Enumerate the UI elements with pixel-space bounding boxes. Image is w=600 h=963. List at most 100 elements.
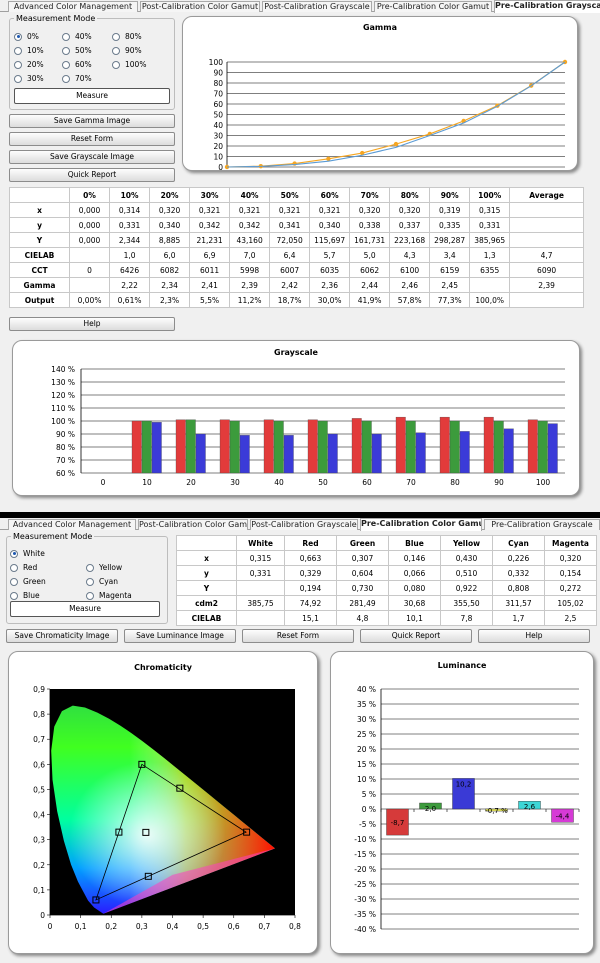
tab-pre-calibration-grayscale[interactable]: Pre-Calibration Grayscale (494, 0, 600, 13)
table-cell: 115,697 (309, 232, 351, 248)
table-cell: 4,8 (336, 610, 389, 626)
table-cell: 6,0 (149, 247, 191, 263)
x-tick-label: 30 (230, 478, 240, 487)
gamut-point-white (142, 828, 150, 836)
y-tick-label: 0,6 (33, 760, 45, 769)
radio-indicator[interactable] (112, 60, 120, 69)
x-tick-label: 70 (459, 171, 469, 172)
mode-radio-yellow[interactable]: Yellow (86, 563, 122, 572)
radio-indicator[interactable] (10, 591, 18, 600)
tab-post-calibration-grayscale[interactable]: Post-Calibration Grayscale (250, 519, 358, 530)
radio-indicator[interactable] (62, 46, 70, 55)
mode-radio-20[interactable]: 20% (14, 60, 44, 69)
radio-indicator[interactable] (14, 46, 22, 55)
mode-radio-green[interactable]: Green (10, 577, 46, 586)
mode-radio-100[interactable]: 100% (112, 60, 146, 69)
tab-bar-2: Advanced Color Management Post-Calibrati… (0, 518, 600, 531)
save-luminance-image-button[interactable]: Save Luminance Image (124, 629, 236, 643)
grayscale-chart: Grayscale 60 % 70 % 80 % 90 % 100 % 110 % 120 … (12, 340, 580, 496)
table-header-row: 0% 10% 20% 30% 40% 50% 60% 70% 80% 90% 100% Average (8, 187, 584, 203)
table-cell: 4,3 (389, 247, 431, 263)
radio-indicator[interactable] (86, 563, 94, 572)
cie-locus-white-overlay (51, 705, 276, 914)
table-cell: 2,22 (109, 277, 151, 293)
table-cell: 385,965 (469, 232, 511, 248)
y-tick-label: 110 % (51, 404, 75, 413)
table-cell: 0,342 (189, 217, 231, 233)
mode-radio-70[interactable]: 70% (62, 74, 92, 83)
radio-indicator[interactable] (14, 60, 22, 69)
column-header: Cyan (492, 535, 545, 551)
y-tick-label: 90 (213, 69, 223, 78)
table-row: y 0,331 0,329 0,604 0,066 0,510 0,332 0,154 (176, 565, 597, 581)
table-cell: 6426 (109, 262, 151, 278)
grayscale-bar (351, 418, 362, 474)
x-tick-label: 0,2 (105, 922, 117, 931)
y-tick-label: 10 (213, 153, 223, 162)
tab-pre-calibration-grayscale[interactable]: Pre-Calibration Grayscale (484, 519, 600, 530)
save-chromaticity-image-button[interactable]: Save Chromaticity Image (6, 629, 118, 643)
radio-indicator[interactable] (14, 32, 22, 41)
grayscale-bar (415, 432, 426, 474)
radio-indicator[interactable] (86, 591, 94, 600)
gamma-point (360, 150, 365, 156)
tab-pre-calibration-color-gamut[interactable]: Pre-Calibration Color Gamut (360, 518, 482, 531)
tab-advanced-color-management[interactable]: Advanced Color Management (8, 1, 138, 12)
radio-indicator[interactable] (14, 74, 22, 83)
table-cell: 5,7 (309, 247, 351, 263)
table-cell (509, 232, 584, 248)
measure-button-2[interactable]: Measure (10, 601, 160, 617)
mode-radio-10[interactable]: 10% (14, 46, 44, 55)
tab-advanced-color-management[interactable]: Advanced Color Management (8, 519, 136, 530)
mode-radio-40[interactable]: 40% (62, 32, 92, 41)
tab-pre-calibration-color-gamut[interactable]: Pre-Calibration Color Gamut (374, 1, 492, 12)
radio-indicator[interactable] (112, 46, 120, 55)
reset-form-button[interactable]: Reset Form (9, 132, 175, 146)
mode-radio-cyan[interactable]: Cyan (86, 577, 118, 586)
mode-radio-0[interactable]: 0% (14, 32, 39, 41)
radio-indicator[interactable] (62, 60, 70, 69)
measure-button[interactable]: Measure (14, 88, 170, 104)
tab-post-calibration-color-gamut[interactable]: Post-Calibration Color Gamut (138, 519, 248, 530)
help-button[interactable]: Help (9, 317, 175, 331)
y-tick-label: 0,1 (33, 886, 45, 895)
radio-indicator[interactable] (86, 577, 94, 586)
table-row: Y 0,000 2,344 8,885 21,231 43,160 72,050 115,69… (8, 232, 584, 248)
table-cell: 0,922 (440, 580, 493, 596)
radio-label: 80% (125, 32, 142, 41)
table-cell: 2,36 (309, 277, 351, 293)
radio-indicator[interactable] (112, 32, 120, 41)
grayscale-bar (219, 419, 230, 474)
tab-post-calibration-grayscale[interactable]: Post-Calibration Grayscale (262, 1, 372, 12)
grayscale-bar (503, 428, 514, 474)
mode-radio-80[interactable]: 80% (112, 32, 142, 41)
radio-indicator[interactable] (10, 577, 18, 586)
radio-indicator[interactable] (62, 32, 70, 41)
tab-post-calibration-color-gamut[interactable]: Post-Calibration Color Gamut (140, 1, 260, 12)
mode-radio-magenta[interactable]: Magenta (86, 591, 132, 600)
reset-form-button-2[interactable]: Reset Form (242, 629, 354, 643)
quick-report-button[interactable]: Quick Report (9, 168, 175, 182)
table-cell: 0,272 (544, 580, 597, 596)
mode-radio-50[interactable]: 50% (62, 46, 92, 55)
quick-report-button-2[interactable]: Quick Report (360, 629, 472, 643)
mode-radio-90[interactable]: 90% (112, 46, 142, 55)
radio-indicator[interactable] (10, 563, 18, 572)
mode-radio-blue[interactable]: Blue (10, 591, 40, 600)
mode-radio-red[interactable]: Red (10, 563, 37, 572)
table-row: CCT 0 6426 6082 6011 5998 6007 6035 6062 6100 6159… (8, 262, 584, 278)
radio-indicator[interactable] (10, 549, 18, 558)
save-gamma-image-button[interactable]: Save Gamma Image (9, 114, 175, 128)
x-tick-label: 70 (406, 478, 416, 487)
mode-radio-white[interactable]: White (10, 549, 45, 558)
save-grayscale-image-button[interactable]: Save Grayscale Image (9, 150, 175, 164)
luminance-bar-blue (452, 778, 475, 810)
help-button-2[interactable]: Help (478, 629, 590, 643)
luminance-bar-red (386, 808, 409, 836)
table-cell: 105,02 (544, 595, 597, 611)
mode-radio-30[interactable]: 30% (14, 74, 44, 83)
radio-indicator[interactable] (62, 74, 70, 83)
table-cell: 6,4 (269, 247, 311, 263)
mode-radio-60[interactable]: 60% (62, 60, 92, 69)
table-cell: 298,287 (429, 232, 471, 248)
